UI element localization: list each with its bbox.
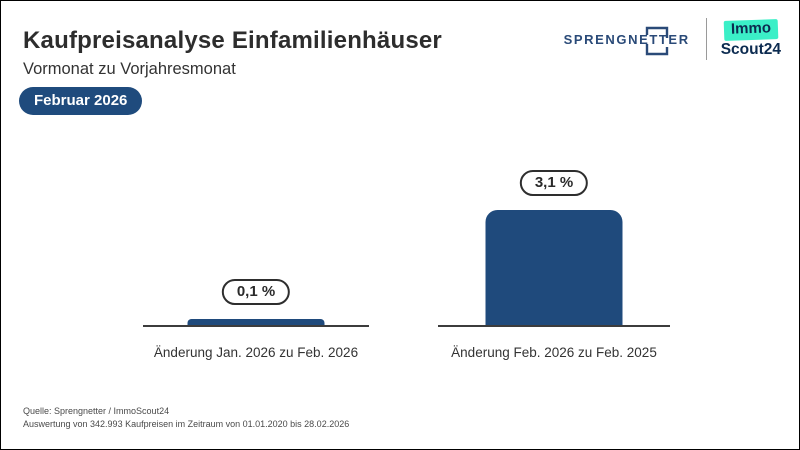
bar — [485, 210, 623, 325]
bar-group-year-over-year: 3,1 % — [438, 161, 670, 327]
sprengnetter-wordmark: SPRENGNETTER — [563, 31, 690, 47]
value-label-pill: 0,1 % — [221, 279, 291, 305]
evaluation-line: Auswertung von 342.993 Kaufpreisen im Ze… — [23, 419, 350, 429]
immoscout24-scout24-text: Scout24 — [720, 40, 781, 58]
logo-row: SPRENGNETTER Immo Scout24 — [564, 15, 781, 63]
source-line: Quelle: Sprengnetter / ImmoScout24 — [23, 406, 170, 416]
page-title: Kaufpreisanalyse Einfamilienhäuser — [23, 27, 442, 54]
x-axis-line — [143, 325, 369, 327]
value-label-pill: 3,1 % — [519, 170, 589, 196]
period-badge: Februar 2026 — [19, 87, 143, 115]
logo-divider — [705, 18, 707, 60]
sprengnetter-logo: SPRENGNETTER — [563, 26, 692, 55]
page-subtitle: Vormonat zu Vorjahresmonat — [23, 60, 236, 78]
bar-group-month-over-month: 0,1 % — [143, 161, 369, 327]
immoscout24-immo-highlight: Immo — [723, 19, 779, 41]
sprengnetter-bracket-icon — [645, 26, 668, 55]
category-label: Änderung Jan. 2026 zu Feb. 2026 — [153, 345, 359, 360]
x-axis-line — [438, 325, 670, 327]
source-footer: Quelle: Sprengnetter / ImmoScout24 Auswe… — [23, 405, 349, 431]
immoscout24-logo: Immo Scout24 — [720, 19, 781, 58]
category-label: Änderung Feb. 2026 zu Feb. 2025 — [451, 345, 657, 360]
bar — [187, 319, 325, 325]
